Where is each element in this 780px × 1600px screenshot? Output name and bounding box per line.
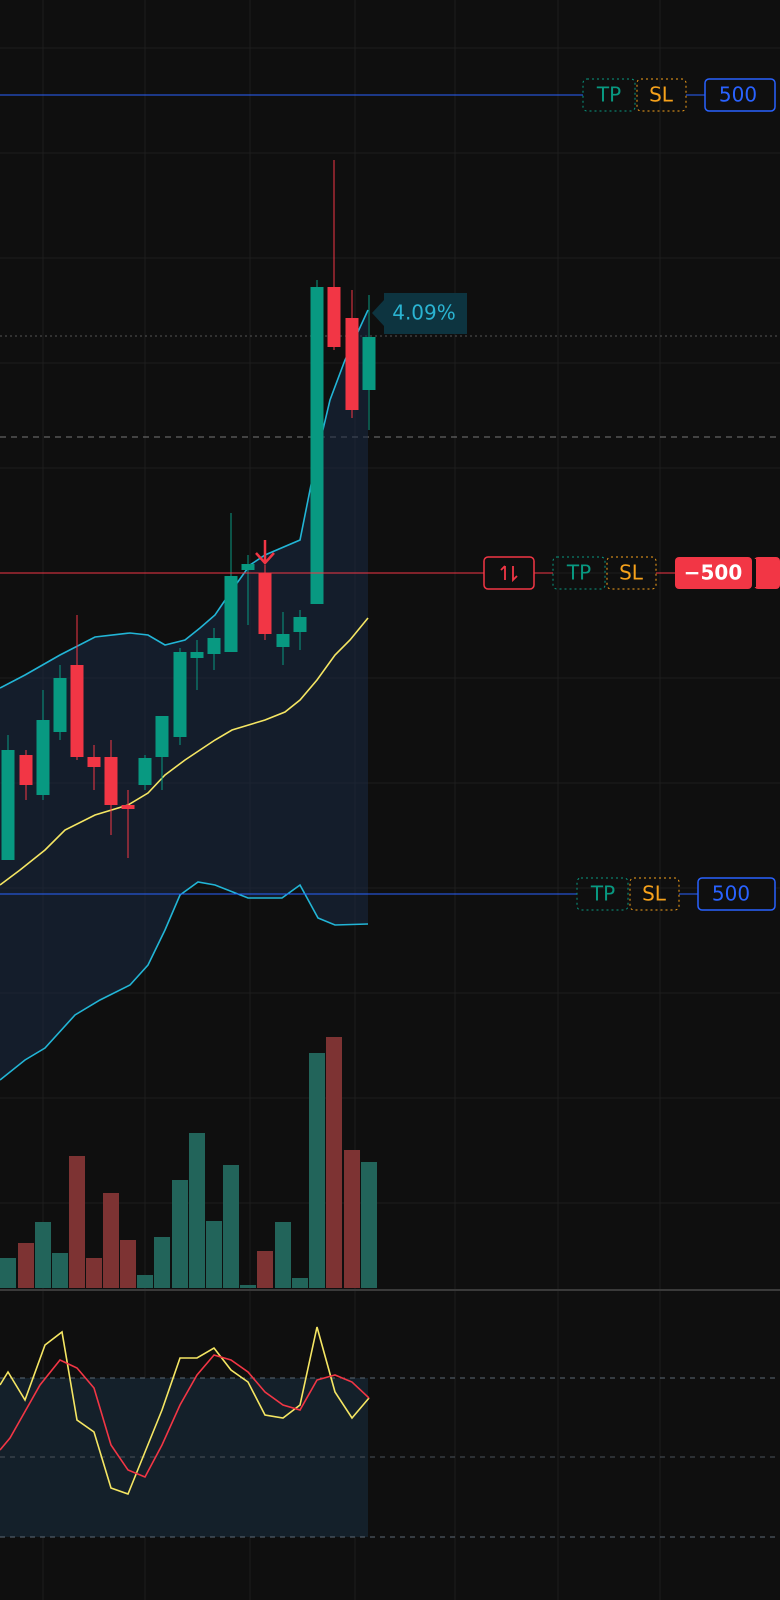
quantity-box[interactable]: [697, 877, 776, 911]
candle-body: [276, 634, 290, 647]
volume-bar: [292, 1278, 308, 1288]
stoch-k: [0, 1326, 370, 1496]
candle-body: [362, 337, 376, 390]
candle-body: [345, 318, 359, 410]
position-line: TP SL −500: [0, 556, 780, 590]
volume-bar: [361, 1162, 377, 1288]
tp-button[interactable]: [576, 877, 629, 911]
volume-bar: [0, 1258, 16, 1288]
quantity-label[interactable]: 500: [719, 83, 757, 107]
tp-label[interactable]: TP: [596, 83, 621, 107]
candle-body: [70, 665, 84, 757]
candle-body: [104, 757, 118, 805]
volume-bar: [344, 1150, 360, 1288]
stoch-d: [0, 1354, 370, 1479]
volume-bar: [275, 1222, 291, 1288]
candle-body: [155, 716, 169, 757]
candle-body: [310, 287, 324, 604]
tp-label[interactable]: TP: [566, 561, 591, 585]
close-button[interactable]: [754, 557, 780, 589]
candle-body: [258, 573, 272, 634]
volume-bar: [206, 1221, 222, 1288]
quantity-label[interactable]: 500: [712, 882, 750, 906]
volume-bar: [189, 1133, 205, 1288]
volume-bar: [223, 1165, 239, 1288]
candle-body: [224, 576, 238, 652]
reverse-button[interactable]: [483, 556, 535, 590]
candle-body: [53, 678, 67, 732]
volume-bar: [326, 1037, 342, 1288]
candle-body: [241, 564, 255, 570]
sl-button[interactable]: [629, 877, 680, 911]
order-line: TP SL 500: [0, 78, 776, 112]
candle-body: [36, 720, 50, 795]
order-line: TP SL 500: [0, 877, 776, 911]
divider: [752, 559, 756, 587]
volume-bar: [69, 1156, 85, 1288]
change-badge: [372, 293, 467, 334]
tp-button[interactable]: [582, 78, 636, 112]
quantity-label[interactable]: −500: [684, 561, 743, 585]
moving-average: [0, 617, 369, 886]
volume-bar: [257, 1251, 273, 1288]
candle-body: [87, 757, 101, 767]
sl-label[interactable]: SL: [649, 83, 674, 107]
lower-band: [0, 881, 369, 1081]
volume-bar: [35, 1222, 51, 1288]
change-label: 4.09%: [392, 301, 456, 325]
sl-label[interactable]: SL: [642, 882, 667, 906]
candle-body: [138, 758, 152, 785]
quantity-box[interactable]: [675, 557, 752, 589]
candle-body: [19, 755, 33, 785]
volume-bar: [120, 1240, 136, 1288]
sell-arrow: [255, 540, 275, 565]
sl-button[interactable]: [636, 78, 687, 112]
volume-bar: [18, 1243, 34, 1288]
sl-label[interactable]: SL: [619, 561, 644, 585]
candle-body: [293, 617, 307, 632]
volume-bar: [86, 1258, 102, 1288]
candle-body: [327, 287, 341, 347]
quantity-box[interactable]: [704, 78, 776, 112]
tp-label[interactable]: TP: [590, 882, 615, 906]
candle-body: [207, 638, 221, 654]
sl-button[interactable]: [606, 556, 657, 590]
reverse-icon: [500, 565, 518, 583]
tp-button[interactable]: [552, 556, 606, 590]
volume-bar: [103, 1193, 119, 1288]
candle-body: [173, 652, 187, 737]
volume-bar: [172, 1180, 188, 1288]
oscillator-pane: [0, 1377, 780, 1538]
volume-bar: [52, 1253, 68, 1288]
candle-body: [190, 652, 204, 658]
volume-bar: [309, 1053, 325, 1288]
price-plot: [0, 160, 377, 1496]
volume-bar: [137, 1275, 153, 1288]
candle-body: [1, 750, 15, 860]
volume-bar: [154, 1237, 170, 1288]
candle-body: [121, 805, 135, 809]
volume-bar: [240, 1285, 256, 1288]
